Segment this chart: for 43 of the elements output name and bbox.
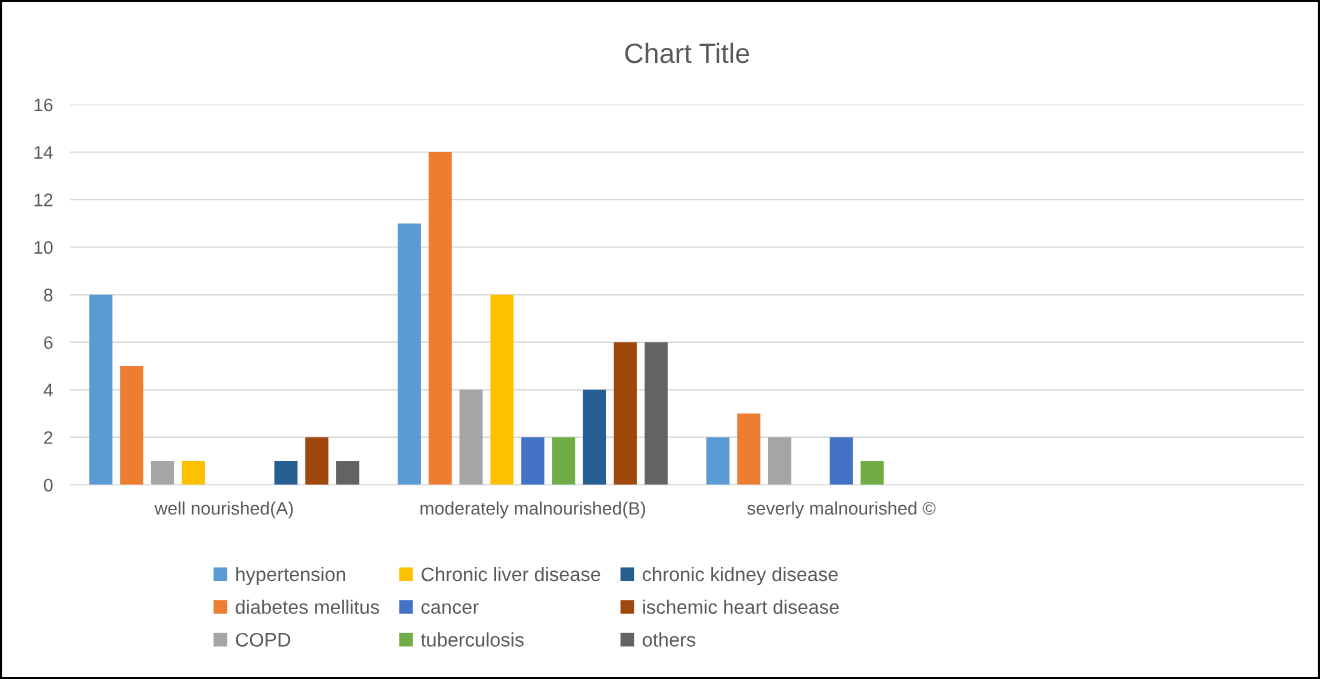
bar [829, 437, 853, 485]
legend-label: chronic kidney disease [642, 566, 838, 586]
bar [737, 413, 761, 485]
bar [644, 342, 668, 485]
bar [336, 461, 360, 485]
legend-label: others [642, 632, 696, 647]
bar [428, 152, 452, 485]
legend-label: COPD [235, 632, 291, 647]
bar [305, 437, 329, 485]
y-tick-label: 14 [34, 146, 53, 159]
y-tick-label: 10 [34, 241, 53, 254]
bar [613, 342, 637, 485]
y-tick-label: 2 [44, 431, 53, 444]
x-tick-label: moderately malnourished(B) [420, 501, 646, 519]
bar [582, 389, 607, 485]
bar [552, 437, 576, 485]
bar [459, 389, 483, 485]
bar [768, 437, 792, 485]
bar [274, 461, 298, 485]
legend-label: tuberculosis [420, 632, 524, 647]
x-tick-label: severly malnourished © [747, 501, 936, 519]
y-tick-label: 12 [34, 193, 53, 207]
legend-label: diabetes mellitus [235, 599, 380, 614]
bar [706, 437, 730, 485]
bar [521, 437, 545, 485]
legend-label: ischemic heart disease [643, 599, 839, 614]
bar [860, 461, 884, 485]
bar [120, 365, 144, 485]
y-tick-label: 8 [44, 288, 53, 302]
legend-label: Chronic liver disease [421, 566, 601, 582]
y-tick-label: 6 [44, 336, 53, 349]
chart-title: Chart Title [625, 42, 750, 64]
bar [397, 223, 421, 485]
bar [490, 294, 514, 485]
x-tick-label: well nourished(A) [154, 501, 293, 519]
bar [89, 294, 113, 485]
y-tick-label: 0 [43, 478, 53, 492]
legend-label: cancer [421, 603, 479, 614]
y-tick-label: 16 [34, 98, 53, 112]
bar [181, 461, 205, 485]
bar [150, 461, 175, 485]
y-tick-label: 4 [43, 383, 53, 397]
legend-label: hypertension [236, 566, 346, 586]
